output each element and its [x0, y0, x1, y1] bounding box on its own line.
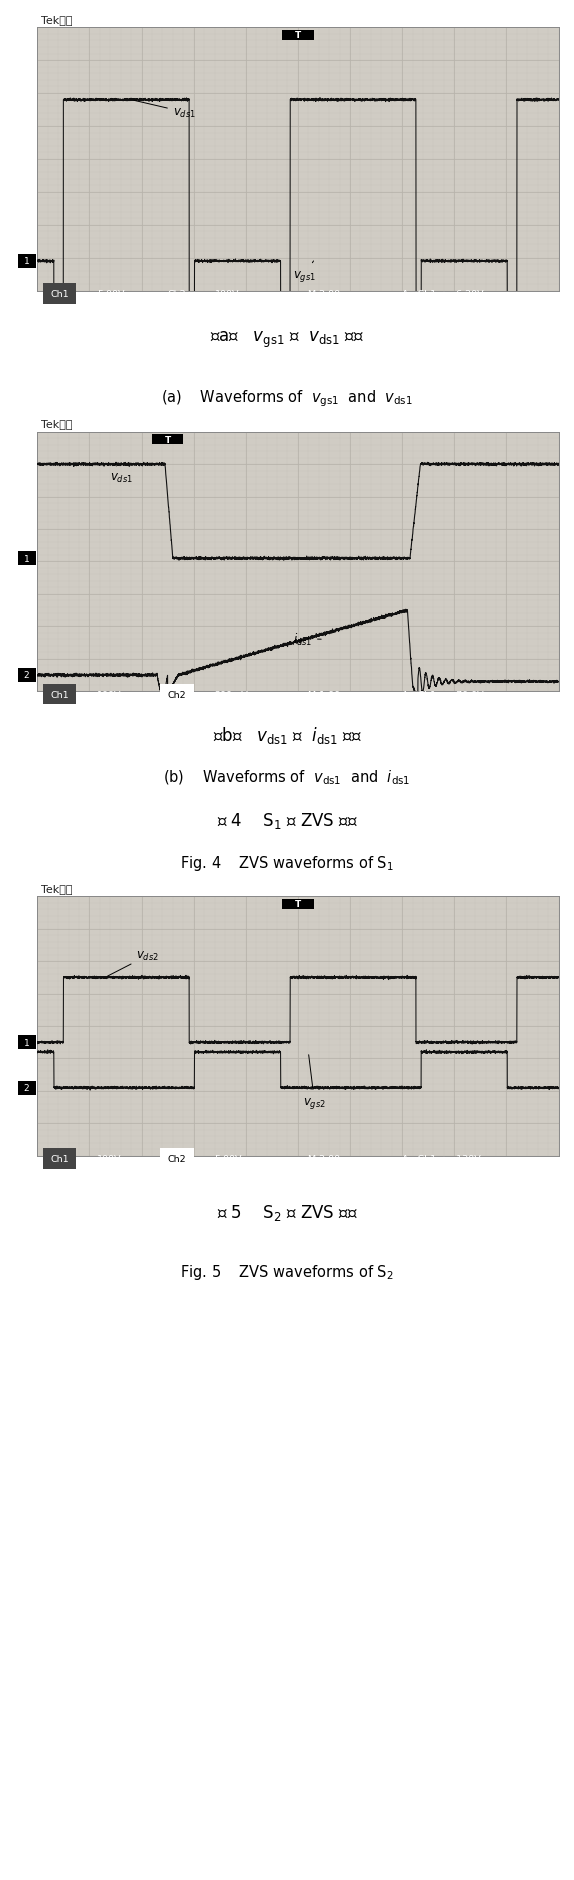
- Text: 5.00V: 5.00V: [97, 290, 125, 299]
- Text: M 1.00μs: M 1.00μs: [308, 690, 351, 699]
- Text: A   Ch1  ↘  70.0V: A Ch1 ↘ 70.0V: [402, 690, 484, 699]
- Text: Tek预览: Tek预览: [41, 884, 73, 893]
- Bar: [282, 30, 313, 41]
- Text: A   Ch1  ↘  6.20V: A Ch1 ↘ 6.20V: [402, 290, 484, 299]
- Bar: [282, 899, 313, 910]
- Text: Ch1: Ch1: [51, 290, 69, 299]
- Text: $v_{ds1}$: $v_{ds1}$: [110, 464, 133, 485]
- Text: （a）   $v_{\rm gs1}$ 与  $v_{\rm ds1}$ 波形: （a） $v_{\rm gs1}$ 与 $v_{\rm ds1}$ 波形: [210, 329, 364, 350]
- Text: 2: 2: [24, 1083, 29, 1092]
- Text: Ch2: Ch2: [168, 1154, 187, 1164]
- Text: Ch2: Ch2: [168, 290, 187, 299]
- Bar: [160, 684, 193, 705]
- Text: 100V: 100V: [97, 690, 122, 699]
- Text: $v_{ds2}$: $v_{ds2}$: [107, 949, 159, 976]
- Bar: [42, 1149, 76, 1169]
- Text: A   Ch1  ↘  130V: A Ch1 ↘ 130V: [402, 1154, 481, 1164]
- Text: M 2.00μs: M 2.00μs: [308, 1154, 351, 1164]
- Bar: [17, 254, 36, 269]
- Text: 2: 2: [24, 671, 29, 681]
- Text: Ch1: Ch1: [51, 1154, 69, 1164]
- Bar: [17, 1036, 36, 1049]
- Text: M 2.00μs: M 2.00μs: [308, 290, 351, 299]
- Bar: [17, 1081, 36, 1096]
- Text: （b）   $v_{\rm ds1}$ 与  $i_{\rm ds1}$ 波形: （b） $v_{\rm ds1}$ 与 $i_{\rm ds1}$ 波形: [212, 724, 362, 744]
- Text: T: T: [295, 32, 301, 39]
- Text: 1: 1: [24, 1038, 29, 1047]
- Text: T: T: [295, 901, 301, 908]
- Text: $v_{ds1}$: $v_{ds1}$: [134, 102, 196, 120]
- Text: T: T: [165, 436, 170, 444]
- Text: Tek停止: Tek停止: [41, 15, 73, 24]
- Text: 5.00V: 5.00V: [215, 1154, 242, 1164]
- Text: 1: 1: [24, 555, 29, 564]
- Text: Ch1: Ch1: [51, 690, 69, 699]
- Bar: [42, 684, 76, 705]
- Text: $i_{ds1}$: $i_{ds1}$: [293, 632, 321, 647]
- Bar: [17, 669, 36, 682]
- Text: 图 5    S$_2$ 的 ZVS 波形: 图 5 S$_2$ 的 ZVS 波形: [216, 1201, 358, 1222]
- Text: $v_{gs2}$: $v_{gs2}$: [303, 1055, 326, 1111]
- Text: Ch2: Ch2: [168, 690, 187, 699]
- Bar: [152, 434, 183, 446]
- Text: (b)    Waveforms of  $v_{\rm ds1}$  and  $i_{\rm ds1}$: (b) Waveforms of $v_{\rm ds1}$ and $i_{\…: [164, 767, 410, 786]
- Text: 100V: 100V: [215, 290, 239, 299]
- Text: Fig. 5    ZVS waveforms of S$_2$: Fig. 5 ZVS waveforms of S$_2$: [180, 1261, 394, 1280]
- Text: Tek预览: Tek预览: [41, 419, 73, 429]
- Text: 1: 1: [24, 258, 29, 267]
- Text: $v_{gs1}$: $v_{gs1}$: [293, 261, 316, 284]
- Text: 100V: 100V: [97, 1154, 122, 1164]
- Text: Fig. 4    ZVS waveforms of S$_1$: Fig. 4 ZVS waveforms of S$_1$: [180, 854, 394, 872]
- Bar: [160, 1149, 193, 1169]
- Text: (a)    Waveforms of  $v_{\rm gs1}$  and  $v_{\rm ds1}$: (a) Waveforms of $v_{\rm gs1}$ and $v_{\…: [161, 389, 413, 408]
- Text: 200mV: 200mV: [215, 690, 249, 699]
- Text: 图 4    S$_1$ 的 ZVS 波形: 图 4 S$_1$ 的 ZVS 波形: [216, 810, 358, 831]
- Bar: [17, 551, 36, 566]
- Bar: [42, 284, 76, 305]
